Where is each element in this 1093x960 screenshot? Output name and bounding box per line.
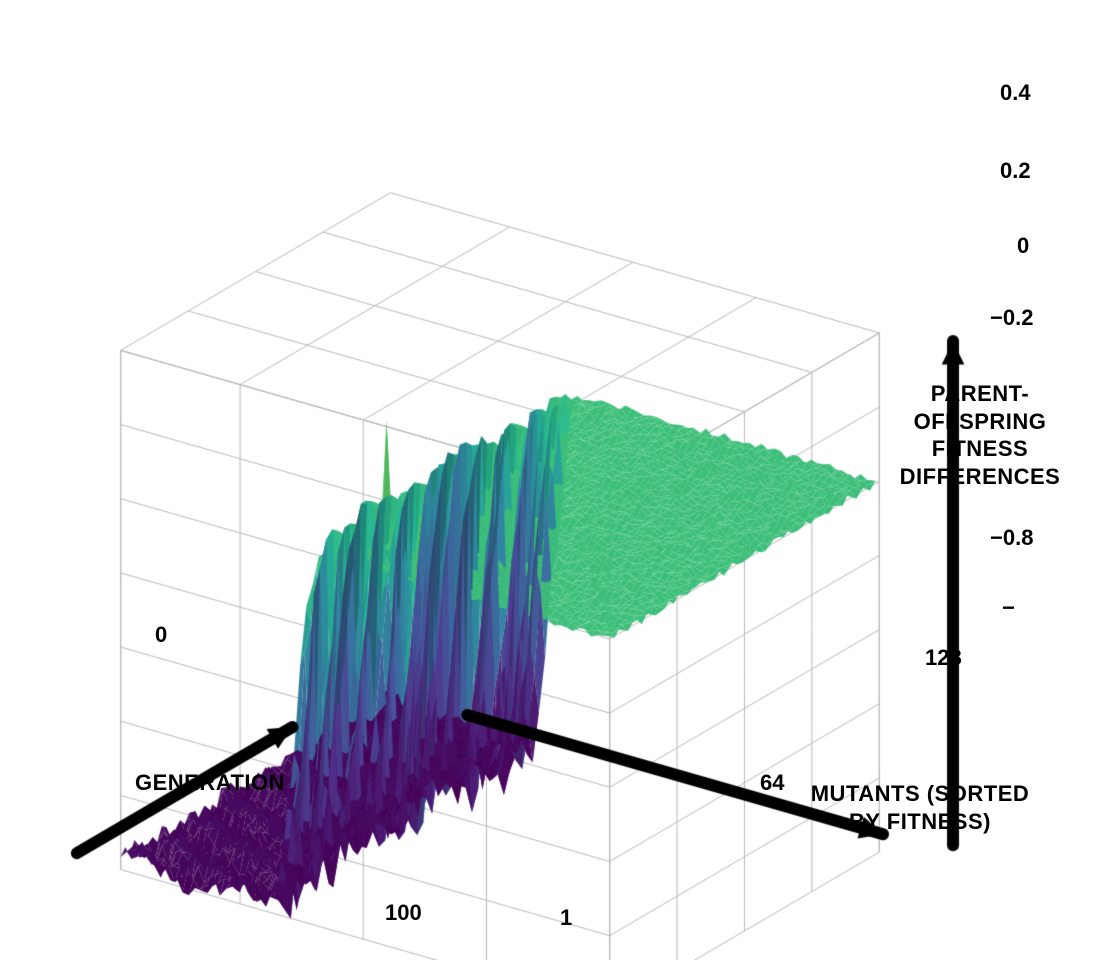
- y-tick-64: 64: [760, 770, 784, 796]
- z-tick-04: 0.4: [1000, 80, 1031, 106]
- z-tick-n1: −: [1002, 595, 1015, 621]
- y-tick-128: 128: [925, 645, 962, 671]
- y-tick-1: 1: [560, 905, 572, 931]
- z-tick-n08: −0.8: [990, 525, 1033, 551]
- z-tick-02: 0.2: [1000, 158, 1031, 184]
- y-axis-label: MUTANTS (SORTED BY FITNESS): [805, 780, 1035, 835]
- x-tick-0: 0: [155, 622, 167, 648]
- x-axis-label: GENERATION: [80, 770, 340, 796]
- x-tick-100: 100: [385, 900, 422, 926]
- z-axis-label: PARENT-OFFSPRING FITNESS DIFFERENCES: [870, 380, 1090, 490]
- z-tick-0: 0: [1017, 233, 1029, 259]
- z-tick-n02: −0.2: [990, 305, 1033, 331]
